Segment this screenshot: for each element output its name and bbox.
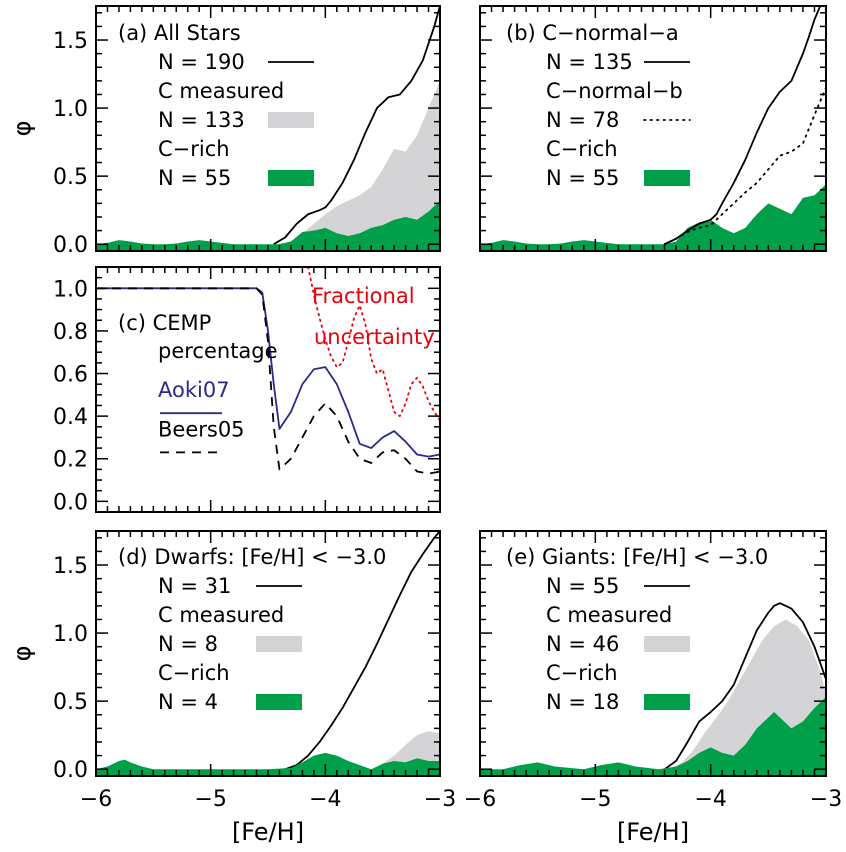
- xtick-label-d: −4: [309, 787, 341, 812]
- series-e-line-solid: [664, 602, 826, 770]
- plot-area-a: [96, 6, 440, 251]
- annotation-c: Fractional: [312, 284, 415, 308]
- legend-label-b: N = 55: [546, 166, 619, 190]
- plot-area-b: [480, 6, 826, 251]
- xtick-label-d: −3: [424, 787, 456, 812]
- legend-swatch-e: [644, 694, 690, 710]
- plot-area-e: [480, 602, 826, 776]
- plot-area-d: [96, 531, 440, 776]
- legend-label-c: percentage: [158, 339, 278, 363]
- series-a-fill-gray: [273, 80, 440, 251]
- series-c-line-dashed: [96, 287, 440, 475]
- legend-swatch-a: [268, 112, 314, 128]
- ytick-label-c: 0.4: [53, 405, 88, 430]
- legend-label-e: N = 46: [546, 632, 619, 656]
- ytick-label-d: 1.0: [53, 622, 88, 647]
- legend-label-d: N = 31: [158, 574, 231, 598]
- panel-e: −6 −5 −4 −3 [Fe/H] (e) Giants: [Fe/H] < −3.0 N…: [464, 530, 842, 846]
- xtick-label-e: −4: [694, 787, 726, 812]
- x-axis-title-e: [Fe/H]: [617, 818, 689, 846]
- x-axis-title-d: [Fe/H]: [232, 818, 304, 846]
- panel-b: (b) C−normal−a N = 135 C−normal−b N = 78 C−r…: [479, 5, 827, 252]
- series-d-fill-green: [96, 752, 440, 776]
- ytick-label-d: 0.5: [53, 690, 88, 715]
- ytick-label-c: 0.8: [53, 320, 88, 345]
- legend-label-a: N = 55: [158, 166, 231, 190]
- legend-swatch-d: [256, 636, 302, 652]
- legend-swatch-a: [268, 170, 314, 186]
- y-axis-title-d: φ: [8, 646, 36, 662]
- legend-label-b: N = 78: [546, 108, 619, 132]
- ytick-label-c: 0.6: [53, 363, 88, 388]
- ytick-label-a: 1.0: [53, 97, 88, 122]
- legend-label-d: N = 8: [158, 632, 218, 656]
- panel-a: 0.0 0.5 1.0 1.5 φ (a) All Stars N = 190 C measu…: [8, 5, 441, 258]
- legend-label-a: N = 133: [158, 108, 245, 132]
- series-e-fill-green: [480, 697, 826, 776]
- plot-area-c: [96, 267, 440, 475]
- legend-label-e: N = 55: [546, 574, 619, 598]
- legend-label-b: N = 135: [546, 50, 633, 74]
- xtick-label-d: −6: [80, 787, 112, 812]
- legend-swatch-d: [256, 694, 302, 710]
- ytick-label-c: 1.0: [53, 277, 88, 302]
- legend-label-a: (a) All Stars: [118, 21, 241, 45]
- legend-label-e: N = 18: [546, 690, 619, 714]
- series-b-line-solid: [664, 6, 822, 246]
- legend-label-e: C measured: [546, 603, 672, 627]
- legend-label-e: (e) Giants: [Fe/H] < −3.0: [506, 545, 768, 569]
- ytick-label-a: 1.5: [53, 29, 88, 54]
- series-a-fill-green: [96, 200, 440, 251]
- series-a-line-solid: [273, 6, 440, 245]
- y-axis-title-a: φ: [8, 121, 36, 137]
- legend-swatch-e: [644, 636, 690, 652]
- xtick-label-e: −6: [464, 787, 496, 812]
- series-d-line-solid: [284, 531, 440, 771]
- legend-label-b: C−normal−b: [546, 79, 683, 103]
- legend-label-d: N = 4: [158, 690, 218, 714]
- legend-label-a: N = 190: [158, 50, 245, 74]
- panel-d: 0.0 0.5 1.0 1.5 −6 −5 −4 −3 φ [Fe/H] (d) Dwarfs: […: [8, 530, 456, 846]
- legend-label-a: C measured: [158, 79, 284, 103]
- legend-label-d: C measured: [158, 603, 284, 627]
- ytick-label-a: 0.0: [53, 233, 88, 258]
- ytick-label-a: 0.5: [53, 165, 88, 190]
- legend-swatch-b: [644, 170, 690, 186]
- legend-label-d: (d) Dwarfs: [Fe/H] < −3.0: [118, 545, 386, 569]
- xtick-label-e: −3: [810, 787, 842, 812]
- ytick-label-c: 0.2: [53, 448, 88, 473]
- ytick-label-c: 0.0: [53, 490, 88, 515]
- ytick-label-d: 0.0: [53, 758, 88, 783]
- series-b-fill-green: [480, 184, 826, 251]
- legend-label-d: C−rich: [158, 661, 230, 685]
- ytick-label-d: 1.5: [53, 554, 88, 579]
- legend-label-c: Beers05: [158, 417, 245, 441]
- legend-label-b: C−rich: [546, 137, 618, 161]
- xtick-label-e: −5: [579, 787, 611, 812]
- legend-label-e: C−rich: [546, 661, 618, 685]
- legend-label-c: (c) CEMP: [118, 311, 211, 335]
- panel-c: 0.0 0.2 0.4 0.6 0.8 1.0 (c) CEMP percentage Aoki…: [53, 266, 441, 515]
- xtick-label-d: −5: [194, 787, 226, 812]
- series-b-line-dotted: [663, 86, 826, 246]
- series-c-line-red-dotted: [307, 267, 440, 422]
- legend-label-b: (b) C−normal−a: [506, 21, 679, 45]
- legend-label-a: C−rich: [158, 137, 230, 161]
- annotation-c: uncertainty: [314, 325, 435, 349]
- legend-label-c: Aoki07: [158, 378, 230, 402]
